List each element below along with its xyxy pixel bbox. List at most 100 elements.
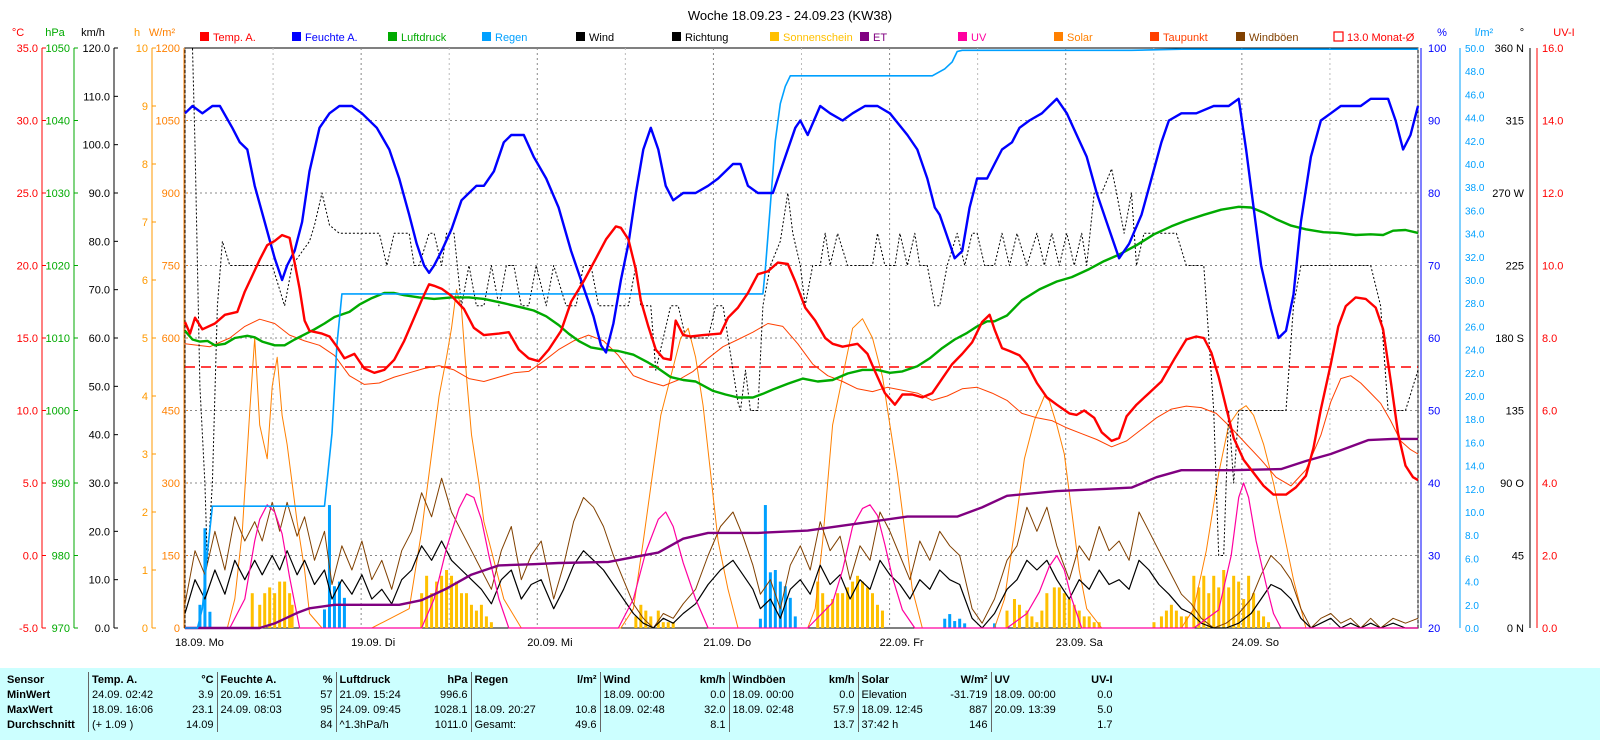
y-tick-label: 3 bbox=[142, 449, 148, 461]
y-tick-label: 5.0 bbox=[23, 478, 38, 490]
y-tick-label: 10.0 bbox=[17, 406, 38, 418]
sonnenschein-bar bbox=[1159, 616, 1163, 628]
sonnenschein-bar bbox=[288, 593, 292, 628]
y-tick-label: 8 bbox=[142, 159, 148, 171]
x-tick-label: 24.09. So bbox=[1232, 637, 1279, 649]
stats-press-time: 24.09. 09:45 bbox=[335, 702, 431, 717]
y-tick-label: 8.0 bbox=[1465, 531, 1479, 542]
stats-rain-value bbox=[564, 687, 601, 702]
y-tick-label: 30.0 bbox=[89, 478, 110, 490]
y-tick-label: 180 S bbox=[1495, 333, 1524, 345]
sonnenschein-bar bbox=[1222, 570, 1226, 628]
sonnenschein-bar bbox=[1257, 610, 1261, 628]
sonnenschein-bar bbox=[856, 575, 860, 628]
y-tick-label: 600 bbox=[162, 333, 180, 345]
stats-temp-time: 24.09. 02:42 bbox=[88, 687, 183, 702]
sonnenschein-bar bbox=[821, 593, 825, 628]
stats-row-avg: Durchschnitt (+ 1.09 ) 14.09 84 ^1.3hPa/… bbox=[4, 717, 1116, 732]
stats-hum-time bbox=[216, 717, 310, 732]
sonnenschein-bar bbox=[1092, 622, 1096, 628]
sonnenschein-bar bbox=[851, 581, 855, 628]
y-tick-label: 50 bbox=[1428, 406, 1440, 418]
stats-press-time: ^1.3hPa/h bbox=[335, 717, 431, 732]
y-tick-label: 1010 bbox=[46, 333, 70, 345]
y-axis-unit: W/m² bbox=[149, 27, 176, 39]
stats-header-hum-unit: % bbox=[322, 673, 333, 686]
legend-swatch bbox=[958, 32, 967, 41]
legend-swatch bbox=[1054, 32, 1063, 41]
y-tick-label: 150 bbox=[162, 551, 180, 563]
sonnenschein-bar bbox=[1237, 581, 1241, 628]
y-tick-label: 40 bbox=[1428, 478, 1440, 490]
sonnenschein-bar bbox=[273, 593, 277, 628]
x-tick-label: 21.09. Do bbox=[703, 637, 751, 649]
y-tick-label: 90.0 bbox=[89, 188, 110, 200]
stats-header-rain: Regen bbox=[470, 672, 564, 687]
sonnenschein-bar bbox=[656, 610, 660, 628]
x-tick-label: 20.09. Mi bbox=[527, 637, 572, 649]
y-tick-label: 6.0 bbox=[1465, 554, 1479, 565]
regen-line bbox=[185, 48, 1418, 629]
stats-solar-time: Elevation bbox=[857, 687, 947, 702]
y-tick-label: 9 bbox=[142, 101, 148, 113]
stats-uv-value: 5.0 bbox=[1097, 703, 1113, 716]
sonnenschein-bar bbox=[283, 581, 287, 628]
sonnenschein-bar bbox=[634, 616, 638, 628]
sonnenschein-bar bbox=[661, 622, 665, 628]
y-tick-label: 90 O bbox=[1500, 478, 1524, 490]
stats-solar-value: 887 bbox=[969, 703, 988, 716]
y-tick-label: 100.0 bbox=[82, 140, 110, 152]
sonnenschein-bar bbox=[484, 616, 488, 628]
stats-row-max: MaxWert 18.09. 16:06 23.1 24.09. 08:03 9… bbox=[4, 702, 1116, 717]
sonnenschein-bar bbox=[1057, 587, 1061, 628]
stats-header-temp: Temp. A. bbox=[88, 672, 183, 687]
y-tick-label: 25.0 bbox=[17, 188, 38, 200]
stats-header-gust-unit: km/h bbox=[828, 673, 855, 686]
y-tick-label: 44.0 bbox=[1465, 114, 1485, 125]
legend-label: Taupunkt bbox=[1163, 32, 1208, 44]
y-tick-label: 90 bbox=[1428, 116, 1440, 128]
stats-hum-time: 24.09. 08:03 bbox=[216, 702, 310, 717]
sonnenschein-bar bbox=[268, 587, 272, 628]
sonnenschein-bar bbox=[464, 593, 468, 628]
y-tick-label: 16.0 bbox=[1542, 43, 1563, 55]
sonnenschein-bar bbox=[1067, 599, 1071, 628]
y-tick-label: 315 bbox=[1506, 116, 1524, 128]
sonnenschein-bar bbox=[450, 575, 454, 628]
legend: Temp. A. Feuchte A. Luftdruck Regen Wind Rich… bbox=[200, 31, 1415, 44]
y-tick-label: 2 bbox=[142, 507, 148, 519]
feuchte-a--line bbox=[184, 97, 1420, 354]
stats-header-uv-unit: UV-I bbox=[1091, 673, 1113, 686]
y-tick-label: 22.0 bbox=[1465, 369, 1485, 380]
stats-header-solar: Solar bbox=[857, 672, 947, 687]
legend-label: Solar bbox=[1067, 32, 1093, 44]
stats-row-label: MaxWert bbox=[7, 703, 53, 716]
sonnenschein-bar bbox=[846, 587, 850, 628]
x-tick-label: 23.09. Sa bbox=[1056, 637, 1104, 649]
et-line bbox=[185, 437, 1418, 630]
y-tick-label: 4.0 bbox=[1465, 578, 1479, 589]
stats-wind-time: 18.09. 02:48 bbox=[599, 702, 691, 717]
stats-rain-time: Gesamt: bbox=[470, 717, 564, 732]
sonnenschein-bar bbox=[1169, 604, 1173, 628]
sonnenschein-bar bbox=[1207, 593, 1211, 628]
sonnenschein-bar bbox=[826, 604, 830, 628]
stats-temp-value: 3.9 bbox=[198, 688, 214, 701]
y-tick-label: 45 bbox=[1512, 551, 1524, 563]
y-tick-label: 1040 bbox=[46, 116, 70, 128]
sonnenschein-bar bbox=[880, 610, 884, 628]
y-tick-label: 1 bbox=[142, 565, 148, 577]
y-tick-label: 0 N bbox=[1507, 623, 1524, 635]
sonnenschein-bar bbox=[420, 593, 424, 628]
grid bbox=[184, 47, 1419, 629]
stats-hum-value: 95 bbox=[320, 703, 333, 716]
sonnenschein-bar bbox=[250, 593, 254, 628]
sonnenschein-bar bbox=[1040, 610, 1044, 628]
legend-swatch bbox=[1150, 32, 1159, 41]
stats-header-hum: Feuchte A. bbox=[216, 672, 310, 687]
stats-solar-value: 146 bbox=[969, 718, 988, 731]
y-tick-label: 1020 bbox=[46, 261, 70, 273]
y-axis-unit: l/m² bbox=[1475, 27, 1494, 39]
y-tick-label: 2.0 bbox=[1465, 601, 1479, 612]
stats-rain-time bbox=[470, 687, 564, 702]
